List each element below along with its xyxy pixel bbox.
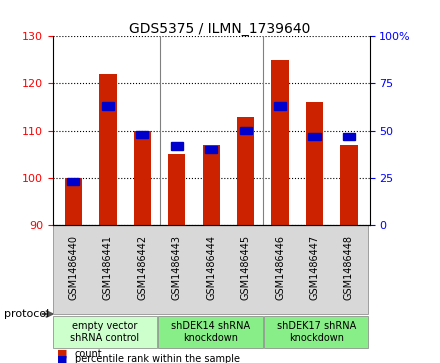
Bar	[134, 131, 151, 225]
Bar	[308, 132, 320, 140]
Bar	[205, 146, 217, 153]
Text: count: count	[75, 349, 103, 359]
Bar	[136, 131, 148, 138]
Bar	[168, 154, 185, 225]
Text: shDEK17 shRNA
knockdown: shDEK17 shRNA knockdown	[276, 321, 356, 343]
Bar	[271, 60, 289, 225]
Bar	[274, 102, 286, 110]
Text: empty vector
shRNA control: empty vector shRNA control	[70, 321, 139, 343]
Text: shDEK14 shRNA
knockdown: shDEK14 shRNA knockdown	[171, 321, 250, 343]
Bar	[237, 117, 254, 225]
Bar	[202, 145, 220, 225]
Text: protocol: protocol	[4, 309, 50, 319]
Bar	[240, 127, 252, 134]
Text: percentile rank within the sample: percentile rank within the sample	[75, 354, 240, 363]
Text: ■: ■	[57, 354, 68, 363]
Text: GDS5375 / ILMN_1739640: GDS5375 / ILMN_1739640	[129, 22, 311, 36]
Text: ■: ■	[57, 349, 68, 359]
Bar	[65, 178, 82, 225]
Bar	[340, 145, 358, 225]
Bar	[306, 102, 323, 225]
Bar	[102, 102, 114, 110]
Bar	[171, 142, 183, 150]
Bar	[67, 178, 80, 185]
Bar	[99, 74, 117, 225]
Bar	[343, 132, 355, 140]
